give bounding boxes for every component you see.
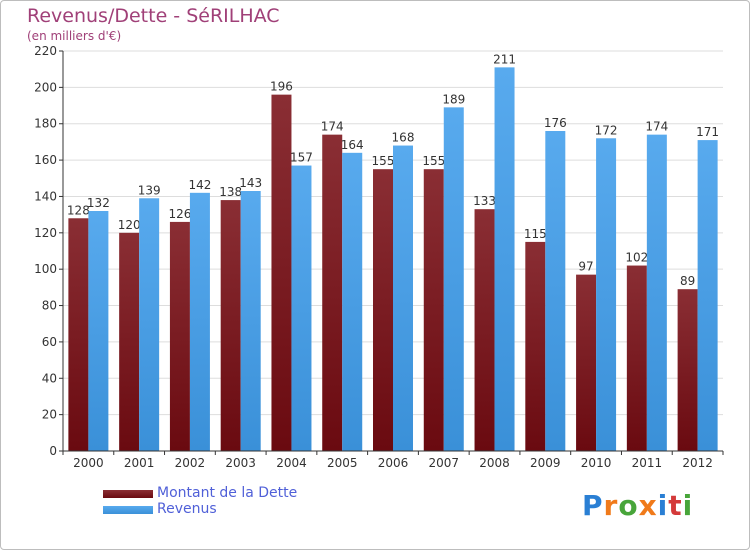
y-tick-label: 120	[34, 226, 57, 240]
bar-revenus-2007	[443, 107, 464, 451]
x-tick-label: 2004	[276, 456, 307, 470]
value-label-revenus-2005: 164	[341, 138, 364, 152]
bar-dette-2007	[423, 169, 444, 451]
legend-swatch-revenus	[103, 506, 153, 514]
y-tick-label: 0	[49, 444, 57, 458]
y-tick-label: 200	[34, 80, 57, 94]
y-tick-label: 40	[42, 371, 57, 385]
bar-dette-2002	[169, 221, 190, 451]
bar-dette-2005	[322, 134, 343, 452]
bar-dette-2009	[525, 241, 546, 451]
value-label-dette-2001: 120	[118, 218, 141, 232]
value-label-dette-2009: 115	[524, 227, 547, 241]
x-tick-label: 2008	[479, 456, 510, 470]
y-tick-label: 160	[34, 153, 57, 167]
value-label-dette-2003: 138	[219, 185, 242, 199]
value-label-revenus-2001: 139	[138, 183, 161, 197]
x-tick-label: 2006	[378, 456, 409, 470]
y-tick-label: 20	[42, 408, 57, 422]
legend-label-dette: Montant de la Dette	[157, 485, 298, 501]
bar-revenus-2004	[291, 165, 312, 451]
y-tick-label: 80	[42, 299, 57, 313]
value-label-revenus-2011: 174	[645, 120, 668, 134]
value-label-revenus-2006: 168	[392, 131, 415, 145]
value-label-dette-2005: 174	[321, 120, 344, 134]
y-tick-label: 180	[34, 117, 57, 131]
value-label-revenus-2004: 157	[290, 151, 313, 165]
value-label-dette-2011: 102	[625, 251, 648, 265]
y-tick-label: 220	[34, 44, 57, 58]
x-tick-label: 2000	[73, 456, 104, 470]
bar-dette-2011	[626, 265, 647, 451]
bar-revenus-2006	[393, 145, 413, 451]
bar-revenus-2009	[545, 131, 566, 451]
y-tick-label: 140	[34, 189, 57, 203]
value-label-revenus-2012: 171	[696, 125, 719, 139]
bar-revenus-2008	[494, 67, 515, 451]
bar-revenus-2003	[240, 191, 261, 451]
value-label-revenus-2002: 142	[188, 178, 211, 192]
x-tick-label: 2009	[530, 456, 561, 470]
bar-dette-2012	[677, 289, 698, 451]
value-label-dette-2012: 89	[680, 274, 695, 288]
bar-dette-2003	[220, 200, 241, 451]
value-label-revenus-2009: 176	[544, 116, 567, 130]
x-tick-label: 2001	[124, 456, 155, 470]
value-label-revenus-2003: 143	[239, 176, 262, 190]
chart-title: Revenus/Dette - SéRILHAC	[27, 5, 280, 27]
value-label-revenus-2008: 211	[493, 52, 516, 66]
x-tick-label: 2002	[175, 456, 206, 470]
proxiti-logo: Proxiti	[582, 489, 694, 522]
bar-revenus-2005	[342, 152, 363, 451]
x-tick-label: 2012	[682, 456, 713, 470]
x-tick-label: 2003	[225, 456, 256, 470]
legend-swatch-dette	[103, 490, 153, 498]
x-tick-label: 2011	[632, 456, 663, 470]
value-label-dette-2008: 133	[473, 194, 496, 208]
bar-revenus-2010	[596, 138, 617, 452]
bar-dette-2001	[119, 232, 140, 451]
bar-dette-2008	[474, 209, 495, 451]
value-label-dette-2007: 155	[422, 154, 445, 168]
bar-revenus-2002	[189, 192, 210, 451]
legend-label-revenus: Revenus	[157, 501, 217, 517]
y-tick-label: 60	[42, 335, 57, 349]
value-label-dette-2004: 196	[270, 80, 293, 94]
bar-revenus-2012	[697, 140, 718, 451]
bar-revenus-2011	[646, 134, 667, 452]
value-label-dette-2010: 97	[578, 260, 593, 274]
x-tick-label: 2010	[581, 456, 612, 470]
bar-dette-2006	[373, 169, 393, 451]
bar-revenus-2001	[139, 198, 160, 451]
value-label-dette-2002: 126	[168, 207, 191, 221]
value-label-revenus-2000: 132	[87, 196, 110, 210]
x-tick-label: 2007	[428, 456, 459, 470]
y-tick-label: 100	[34, 262, 57, 276]
bar-dette-2000	[68, 218, 89, 451]
bar-dette-2010	[576, 274, 597, 451]
value-label-revenus-2007: 189	[442, 92, 465, 106]
bar-dette-2004	[271, 94, 292, 452]
value-label-revenus-2010: 172	[595, 123, 618, 137]
value-label-dette-2006: 155	[372, 154, 395, 168]
x-tick-label: 2005	[327, 456, 358, 470]
value-label-dette-2000: 128	[67, 203, 90, 217]
chart-subtitle: (en milliers d'€)	[27, 29, 122, 43]
bar-revenus-2000	[88, 211, 109, 451]
